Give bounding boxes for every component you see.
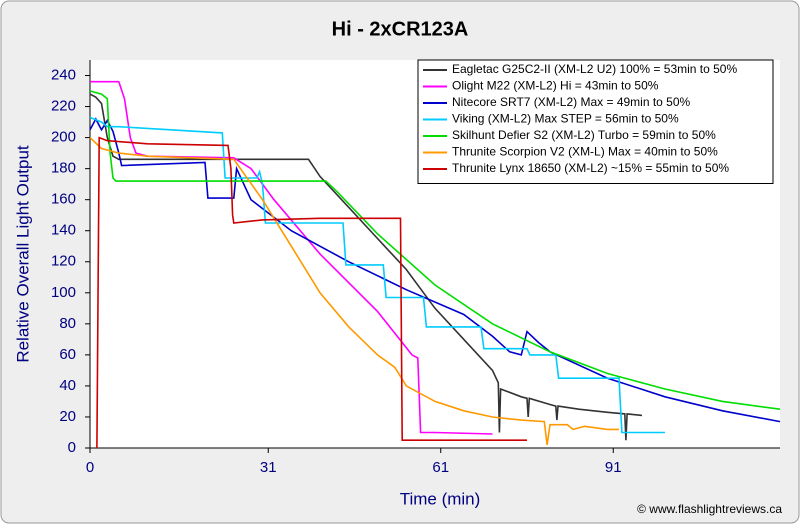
legend-label: Olight M22 (XM-L2) Hi = 43min to 50% xyxy=(452,79,659,93)
x-tick-label: 61 xyxy=(432,459,449,476)
x-tick-label: 91 xyxy=(605,459,622,476)
source: © www.flashlightreviews.ca xyxy=(637,502,782,516)
legend-box xyxy=(417,59,774,184)
x-axis-title: Time (min) xyxy=(400,489,481,508)
legend-label: Thrunite Scorpion V2 (XM-L) Max = 40min … xyxy=(452,145,718,159)
y-tick-label: 120 xyxy=(51,253,76,270)
legend-label: Skilhunt Defier S2 (XM-L2) Turbo = 59min… xyxy=(452,128,716,142)
y-tick-label: 180 xyxy=(51,160,76,177)
y-tick-label: 20 xyxy=(59,408,76,425)
legend-label: Thrunite Lynx 18650 (XM-L2) ~15% = 55min… xyxy=(452,161,729,175)
y-tick-label: 140 xyxy=(51,222,76,239)
x-tick-label: 31 xyxy=(260,459,277,476)
y-tick-label: 160 xyxy=(51,191,76,208)
y-tick-label: 40 xyxy=(59,377,76,394)
series-line xyxy=(89,93,643,441)
legend-label: Nitecore SRT7 (XM-L2) Max = 49min to 50% xyxy=(452,95,691,109)
y-axis-title: Relative Overall Light Output xyxy=(13,145,32,363)
x-tick-label: 0 xyxy=(86,459,94,476)
series-line xyxy=(89,116,665,434)
legend-label: Eagletac G25C2-II (XM-L2 U2) 100% = 53mi… xyxy=(452,62,737,76)
y-tick-label: 200 xyxy=(51,129,76,146)
y-tick-label: 0 xyxy=(68,439,76,456)
series-line xyxy=(89,137,619,446)
y-tick-label: 220 xyxy=(51,98,76,115)
chart-title: Hi - 2xCR123A xyxy=(332,18,469,40)
y-tick-label: 80 xyxy=(59,315,76,332)
y-tick-label: 60 xyxy=(59,346,76,363)
y-tick-label: 240 xyxy=(51,66,76,83)
y-tick-label: 100 xyxy=(51,284,76,301)
legend-label: Viking (XM-L2) Max STEP = 56min to 50% xyxy=(452,112,679,126)
series-line xyxy=(96,136,527,449)
series-line xyxy=(89,90,781,410)
